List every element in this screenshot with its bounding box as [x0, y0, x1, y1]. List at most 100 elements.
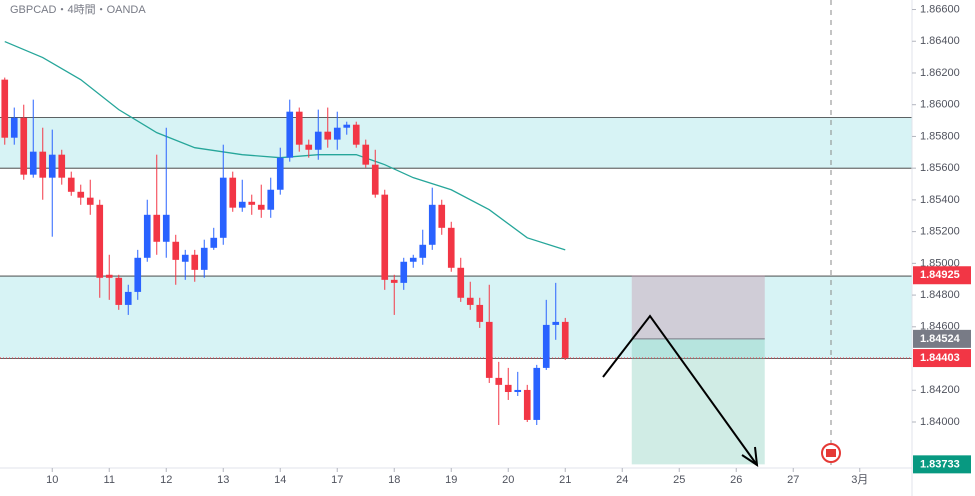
candle-body: [181, 254, 189, 262]
y-tick-label: 1.85800: [920, 130, 960, 142]
candle-body: [400, 261, 408, 283]
candle-body: [20, 117, 28, 175]
x-tick-label: 27: [787, 474, 799, 486]
candle-body: [162, 214, 170, 242]
candle-body: [286, 111, 294, 158]
candle-body: [314, 131, 322, 150]
candle-body: [457, 267, 465, 298]
candle-body: [172, 241, 180, 260]
candle-body: [48, 154, 56, 178]
candle-body: [105, 274, 113, 278]
projection-arrow: [602, 314, 758, 466]
x-tick-label: 14: [274, 474, 286, 486]
y-tick-label: 1.85200: [920, 226, 960, 238]
price-label: 1.84925: [920, 269, 960, 281]
candle-body: [58, 154, 66, 178]
price-label: 1.84403: [920, 352, 960, 364]
candle-body: [276, 157, 284, 190]
x-tick-label: 11: [104, 474, 115, 486]
y-tick-label: 1.86600: [920, 3, 960, 15]
moving-average: [4, 40, 566, 251]
candle-body: [10, 117, 18, 138]
candle-body: [428, 204, 436, 245]
candle-body: [39, 151, 47, 178]
candle-body: [143, 214, 151, 258]
candle-body: [542, 324, 550, 368]
x-tick-label: 20: [502, 474, 514, 486]
candle-body: [409, 257, 417, 262]
x-tick-label: 3月: [851, 474, 868, 486]
x-tick-label: 10: [46, 474, 58, 486]
candle-body: [419, 244, 427, 258]
candle-body: [333, 127, 341, 140]
candle-body: [77, 191, 85, 198]
y-tick-label: 1.85600: [920, 162, 960, 174]
candle-body: [86, 197, 94, 205]
x-tick-label: 26: [730, 474, 742, 486]
price-label: 1.84524: [920, 333, 961, 345]
x-tick-label: 19: [445, 474, 457, 486]
candle-body: [238, 201, 246, 208]
candle-body: [134, 257, 142, 292]
candle-body: [29, 151, 37, 175]
stop-zone: [631, 275, 765, 339]
flag-icon: [821, 443, 841, 463]
candle-body: [96, 204, 104, 278]
candle-body: [485, 321, 493, 378]
x-tick-label: 24: [616, 474, 628, 486]
plot-area: [0, 40, 912, 465]
y-tick-label: 1.84200: [920, 384, 960, 396]
candle-body: [1, 79, 9, 138]
candle-body: [200, 247, 208, 270]
candle-body: [561, 321, 569, 358]
y-tick-label: 1.86400: [920, 35, 960, 47]
candle-body: [248, 201, 256, 205]
y-tick-label: 1.84800: [920, 289, 960, 301]
candle-body: [438, 204, 446, 228]
y-tick-label: 1.84000: [920, 416, 960, 428]
price-label-box: [913, 455, 971, 474]
candle-body: [466, 297, 474, 305]
flag-body: [826, 449, 836, 457]
y-tick-label: 1.84600: [920, 321, 960, 333]
candle-body: [523, 389, 531, 420]
candle-body: [381, 194, 389, 280]
y-tick-label: 1.86200: [920, 67, 960, 79]
candle-body: [229, 177, 237, 208]
candle-body: [552, 321, 560, 325]
candle-body: [476, 304, 484, 322]
candle-body: [124, 291, 132, 305]
candle-body: [390, 279, 398, 283]
price-label-box: [913, 349, 971, 368]
x-tick-label: 25: [673, 474, 685, 486]
candle-body: [115, 277, 123, 305]
zone: [0, 276, 912, 359]
y-tick-label: 1.85400: [920, 194, 960, 206]
candle-body: [210, 237, 218, 248]
zone: [0, 117, 912, 169]
candle-body: [447, 227, 455, 268]
price-label-box: [913, 266, 971, 285]
x-tick-label: 12: [160, 474, 172, 486]
chart-title: GBPCAD・4時間・OANDA: [10, 3, 146, 16]
candle-body: [305, 144, 313, 150]
price-label-box: [913, 329, 971, 348]
candle-body: [504, 384, 512, 393]
candle-body: [343, 124, 351, 128]
candle-body: [219, 177, 227, 238]
candle-body: [533, 367, 541, 420]
x-tick-label: 21: [559, 474, 571, 486]
candle-body: [371, 164, 379, 195]
candle-body: [352, 124, 360, 145]
arrow-head: [741, 446, 759, 468]
x-tick-label: 17: [331, 474, 343, 486]
candle-body: [362, 144, 370, 165]
x-tick-label: 13: [217, 474, 229, 486]
y-tick-label: 1.86000: [920, 99, 960, 111]
price-label: 1.83733: [920, 458, 960, 470]
candle-body: [67, 177, 75, 192]
candle-body: [153, 214, 161, 242]
candle-body: [324, 131, 332, 140]
candle-body: [295, 111, 303, 145]
